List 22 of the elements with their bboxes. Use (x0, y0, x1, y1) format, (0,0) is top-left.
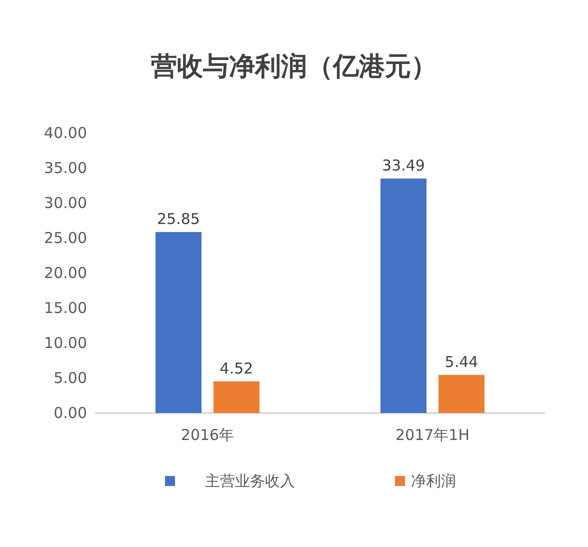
data-label: 25.85 (157, 210, 200, 228)
data-label: 5.44 (444, 352, 478, 371)
y-tick-label: 25.00 (44, 229, 87, 247)
y-tick-label: 0.00 (54, 404, 87, 422)
bar (156, 232, 202, 413)
legend-label: 净利润 (411, 472, 456, 490)
y-tick-label: 30.00 (44, 194, 87, 212)
chart-title: 营收与净利润（亿港元） (150, 52, 437, 82)
x-tick-label: 2016年 (180, 426, 234, 444)
bar (380, 178, 426, 413)
data-label: 33.49 (382, 156, 425, 175)
y-tick-label: 40.00 (44, 124, 87, 142)
y-tick-label: 5.00 (54, 369, 87, 387)
y-tick-label: 35.00 (44, 159, 87, 177)
legend-label: 主营业务收入 (205, 472, 295, 490)
bar (214, 381, 260, 413)
data-label: 4.52 (220, 359, 254, 378)
y-tick-label: 10.00 (44, 334, 87, 352)
y-tick-label: 20.00 (44, 264, 87, 282)
bar (438, 374, 484, 413)
x-tick-label: 2017年1H (396, 426, 470, 444)
y-tick-label: 15.00 (44, 299, 87, 317)
